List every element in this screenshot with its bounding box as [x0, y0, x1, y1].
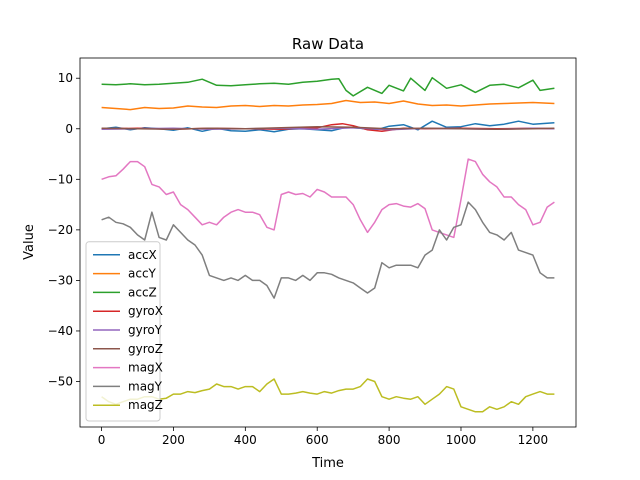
- chart-title: Raw Data: [292, 35, 364, 53]
- series-line-accY: [101, 99, 555, 111]
- legend-label-accX: accX: [128, 248, 157, 262]
- legend-label-magY: magY: [128, 379, 163, 393]
- series-line-magZ: [101, 378, 555, 413]
- series-line-accZ: [101, 76, 555, 97]
- series-lines: [101, 76, 555, 413]
- y-axis-label: Value: [22, 224, 37, 260]
- x-tick-label: 1200: [518, 433, 549, 447]
- x-tick-label: 600: [306, 433, 329, 447]
- legend-label-accY: accY: [128, 267, 157, 281]
- y-axis: 10 0 −10 −20 −30 −40 −50: [48, 71, 80, 389]
- x-axis: 0 200 400 600 800 1000 1200: [98, 427, 548, 447]
- x-tick-label: 800: [378, 433, 401, 447]
- x-tick-label: 400: [234, 433, 257, 447]
- y-tick-label: −40: [48, 324, 73, 338]
- legend: accX accY accZ gyroX gyroY gyroZ magX magY magZ: [85, 241, 163, 422]
- legend-label-magZ: magZ: [128, 398, 163, 412]
- x-tick-label: 0: [98, 433, 106, 447]
- legend-label-magX: magX: [128, 361, 163, 375]
- x-tick-label: 200: [162, 433, 185, 447]
- legend-label-gyroX: gyroX: [128, 304, 163, 318]
- x-axis-label: Time: [311, 456, 344, 471]
- y-tick-label: 0: [65, 122, 73, 136]
- legend-label-accZ: accZ: [128, 285, 157, 299]
- y-tick-label: 10: [58, 71, 73, 85]
- y-tick-label: −20: [48, 223, 73, 237]
- series-line-gyroZ: [101, 125, 555, 131]
- legend-label-gyroY: gyroY: [128, 323, 163, 337]
- y-tick-label: −10: [48, 172, 73, 186]
- series-line-magX: [101, 158, 555, 239]
- legend-box: [85, 241, 161, 422]
- x-tick-label: 1000: [446, 433, 477, 447]
- legend-label-gyroZ: gyroZ: [128, 342, 163, 356]
- series-line-magY: [101, 201, 555, 299]
- axes-frame: [79, 57, 577, 428]
- plot-area: [79, 57, 577, 428]
- y-tick-label: −30: [48, 273, 73, 287]
- y-tick-label: −50: [48, 375, 73, 389]
